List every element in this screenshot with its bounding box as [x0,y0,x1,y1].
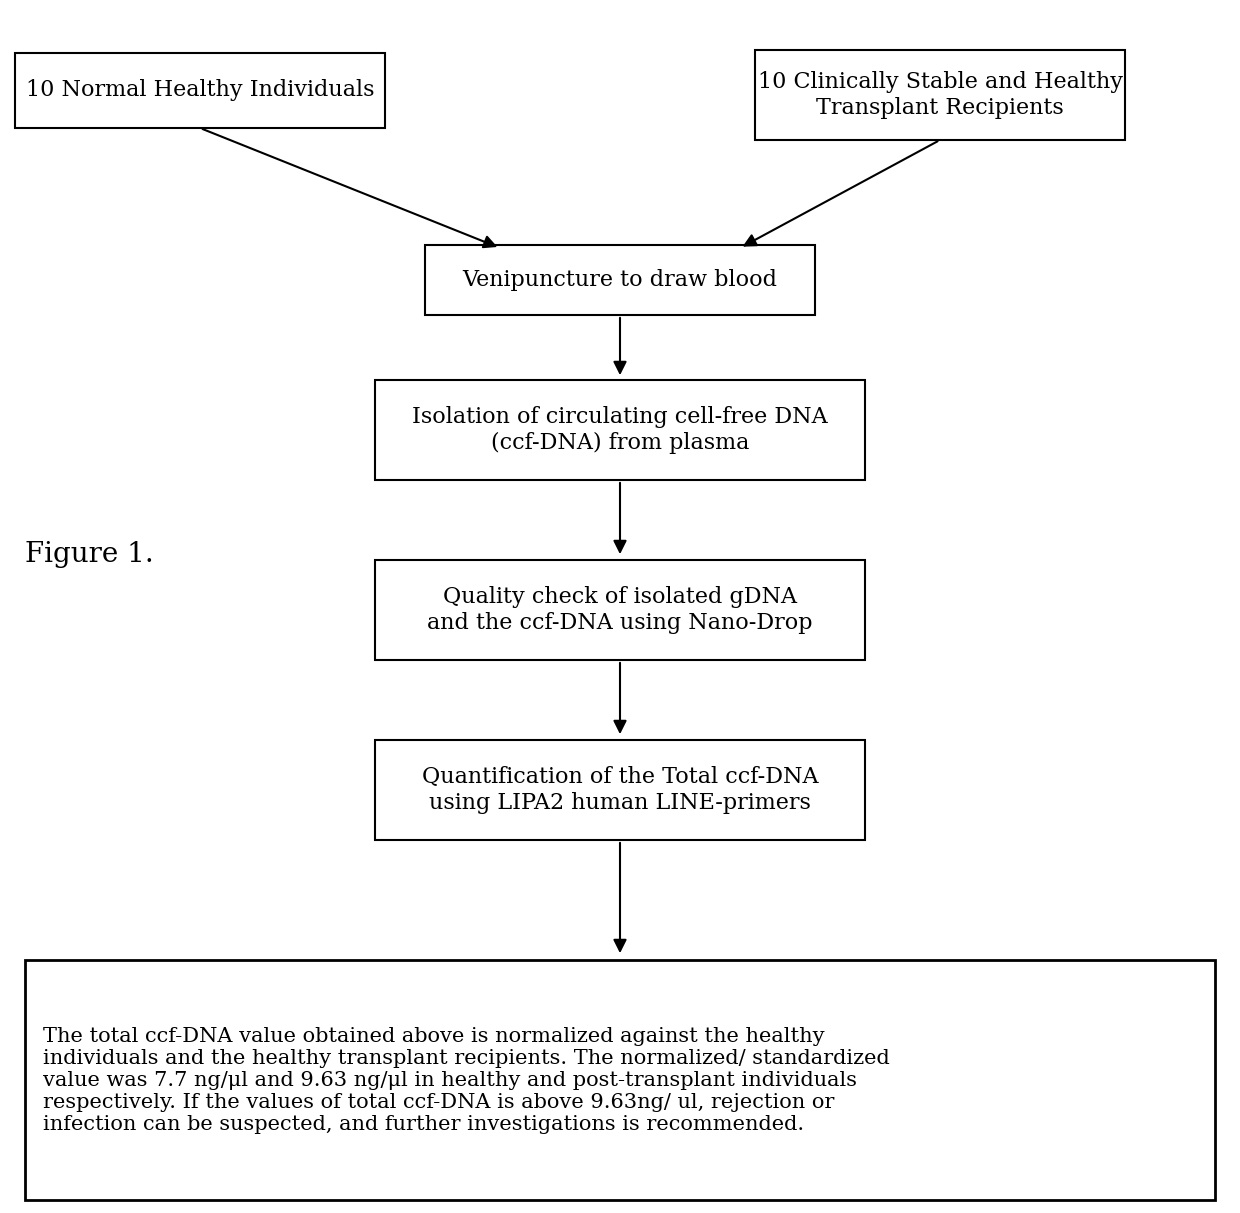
Bar [25,959,1215,1200]
Bar [374,560,866,660]
Bar [425,245,815,315]
Text: Isolation of circulating cell-free DNA
(ccf-DNA) from plasma: Isolation of circulating cell-free DNA (… [412,406,828,454]
Text: The total ccf-DNA value obtained above is normalized against the healthy
individ: The total ccf-DNA value obtained above i… [43,1026,890,1133]
Text: 10 Normal Healthy Individuals: 10 Normal Healthy Individuals [26,79,374,101]
Text: 10 Clinically Stable and Healthy
Transplant Recipients: 10 Clinically Stable and Healthy Transpl… [758,72,1122,119]
Bar [374,380,866,480]
Bar [374,740,866,839]
Text: Venipuncture to draw blood: Venipuncture to draw blood [463,269,777,291]
Text: Figure 1.: Figure 1. [25,541,154,569]
Text: Quantification of the Total ccf-DNA
using LIPA2 human LINE-primers: Quantification of the Total ccf-DNA usin… [422,767,818,814]
Bar [15,52,384,127]
Text: Quality check of isolated gDNA
and the ccf-DNA using Nano-Drop: Quality check of isolated gDNA and the c… [428,586,812,633]
Bar [755,50,1125,139]
